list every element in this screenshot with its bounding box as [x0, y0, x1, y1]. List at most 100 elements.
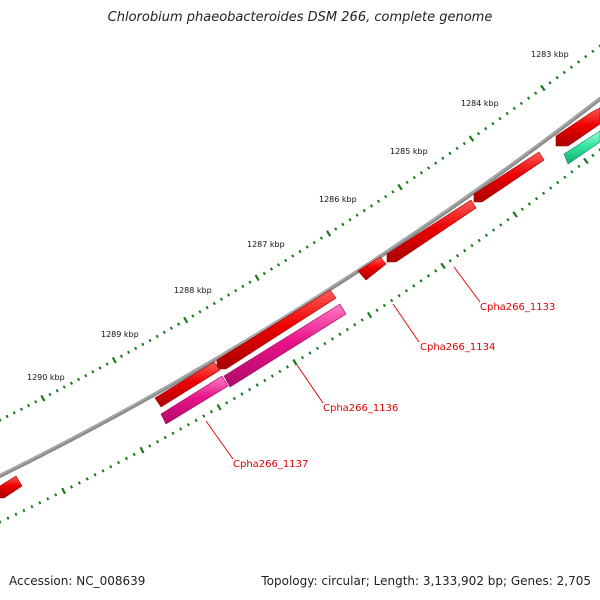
- inner-minor-tick: [426, 274, 431, 278]
- outer-minor-tick: [5, 414, 9, 419]
- outer-minor-tick: [405, 180, 409, 185]
- inner-minor-tick: [345, 327, 349, 332]
- outer-major-tick: [254, 274, 260, 282]
- genome-backbone: [0, 97, 600, 478]
- cds-feature-1138[interactable]: [154, 361, 221, 408]
- cds-feature-1134[interactable]: [357, 256, 387, 281]
- cds-feature-left[interactable]: [0, 475, 23, 499]
- outer-minor-tick: [269, 267, 274, 271]
- outer-minor-tick: [484, 126, 488, 131]
- inner-minor-tick: [434, 269, 438, 273]
- inner-minor-tick: [148, 444, 152, 448]
- outer-major-tick: [40, 394, 46, 402]
- inner-minor-tick: [419, 279, 423, 283]
- outer-minor-tick: [241, 284, 245, 289]
- leader-line-1137: [205, 420, 234, 460]
- outer-minor-tick: [105, 362, 109, 366]
- inner-minor-tick: [285, 365, 290, 369]
- forward-strand-features: [0, 107, 600, 499]
- outer-minor-tick: [141, 342, 145, 347]
- inner-minor-tick: [14, 512, 18, 517]
- accession-text: Accession: NC_008639: [9, 574, 146, 588]
- gene-label-1137[interactable]: Cpha266_1137: [233, 459, 308, 470]
- outer-minor-tick: [198, 310, 202, 314]
- outer-minor-tick: [119, 354, 123, 358]
- inner-minor-tick: [390, 298, 394, 303]
- inner-minor-tick: [278, 369, 282, 374]
- outer-minor-tick: [319, 236, 324, 240]
- inner-minor-tick: [520, 207, 524, 211]
- gene-labels: Cpha266_1133 Cpha266_1134 Cpha266_1136 C…: [233, 302, 555, 470]
- inner-minor-tick: [155, 440, 160, 444]
- inner-minor-tick: [209, 409, 213, 414]
- outer-minor-tick: [134, 346, 138, 351]
- outer-minor-tick: [426, 166, 431, 170]
- cds-feature-1133[interactable]: [386, 199, 477, 263]
- outer-major-tick: [468, 135, 475, 142]
- inner-minor-tick: [598, 148, 600, 152]
- outer-minor-tick: [69, 381, 73, 385]
- inner-minor-tick: [163, 435, 167, 440]
- inner-minor-tick: [85, 477, 89, 481]
- inner-minor-tick: [132, 452, 136, 457]
- leader-line-1133: [453, 266, 481, 303]
- outer-minor-tick: [412, 175, 416, 180]
- tick-label-1289: 1289 kbp: [101, 330, 139, 339]
- outer-minor-tick: [248, 280, 252, 284]
- inner-minor-tick: [248, 387, 252, 392]
- outer-minor-tick: [419, 171, 424, 175]
- outer-minor-tick: [169, 326, 173, 330]
- outer-minor-tick: [55, 389, 59, 393]
- gene-label-1136[interactable]: Cpha266_1136: [323, 403, 398, 414]
- outer-minor-tick: [262, 271, 266, 276]
- cds-feature-1132[interactable]: [473, 151, 545, 203]
- outer-minor-tick: [355, 213, 359, 217]
- inner-minor-tick: [506, 217, 510, 222]
- rna-feature-green[interactable]: [563, 130, 600, 165]
- outer-minor-tick: [476, 131, 481, 136]
- outer-minor-tick: [77, 377, 81, 382]
- inner-minor-tick: [69, 485, 74, 489]
- outer-minor-tick: [498, 116, 502, 121]
- outer-minor-tick: [591, 49, 595, 54]
- outer-minor-tick: [19, 407, 23, 411]
- outer-minor-tick: [341, 222, 345, 227]
- inner-minor-tick: [338, 332, 342, 336]
- inner-minor-tick: [541, 191, 546, 195]
- inner-minor-tick: [194, 418, 198, 423]
- inner-major-tick: [292, 358, 298, 366]
- outer-minor-tick: [205, 305, 209, 310]
- inner-minor-tick: [491, 228, 496, 232]
- outer-minor-tick: [505, 111, 509, 116]
- inner-minor-tick: [93, 473, 97, 477]
- inner-minor-tick: [448, 259, 452, 263]
- cds-feature-1137[interactable]: [160, 375, 229, 425]
- inner-major-tick: [139, 446, 145, 454]
- outer-minor-tick: [212, 301, 216, 306]
- cds-feature-1136[interactable]: [223, 303, 347, 388]
- outer-minor-tick: [191, 314, 195, 318]
- inner-minor-tick: [412, 284, 416, 288]
- inner-minor-tick: [549, 186, 553, 190]
- outer-minor-tick: [34, 400, 38, 404]
- inner-minor-tick: [577, 164, 581, 169]
- outer-minor-tick: [127, 350, 131, 354]
- outer-minor-tick: [434, 161, 438, 165]
- gene-label-1134[interactable]: Cpha266_1134: [420, 342, 495, 353]
- cds-feature-1128[interactable]: [555, 107, 600, 147]
- outer-minor-tick: [298, 249, 302, 254]
- tick-label-1283: 1283 kbp: [531, 50, 569, 59]
- inner-minor-tick: [232, 396, 236, 401]
- inner-minor-tick: [225, 401, 229, 405]
- gene-label-1133[interactable]: Cpha266_1133: [480, 302, 555, 313]
- outer-minor-tick: [391, 190, 395, 194]
- outer-minor-tick: [519, 101, 524, 106]
- outer-major-tick: [111, 356, 117, 364]
- inner-minor-tick: [300, 355, 305, 360]
- outer-minor-tick: [155, 334, 159, 339]
- inner-minor-tick: [404, 289, 409, 293]
- outer-minor-tick: [219, 297, 223, 301]
- inner-minor-tick: [382, 303, 386, 308]
- outer-minor-tick: [584, 54, 588, 59]
